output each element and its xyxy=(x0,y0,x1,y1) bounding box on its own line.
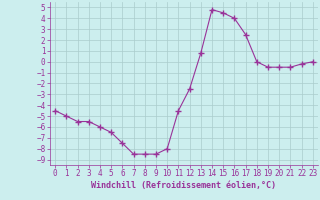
X-axis label: Windchill (Refroidissement éolien,°C): Windchill (Refroidissement éolien,°C) xyxy=(92,181,276,190)
